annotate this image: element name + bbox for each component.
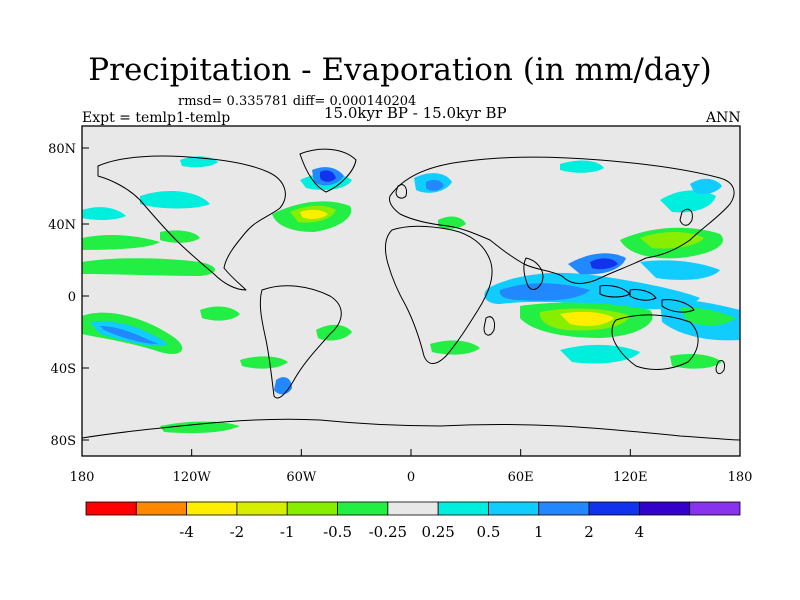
lat-tick-label: 80N [48, 142, 76, 157]
colorbar-swatch [186, 501, 238, 516]
colorbar-label: 1 [534, 523, 544, 541]
longitude-ticks: 180 120W 60W 0 60E 120E 180 [70, 449, 753, 485]
lon-tick-label: 60W [286, 470, 317, 485]
lon-tick-label: 120E [613, 470, 647, 485]
stats-text: rmsd= 0.335781 diff= 0.000140204 [178, 94, 417, 109]
colorbar-swatch [638, 501, 691, 516]
lon-tick-label: 120W [173, 470, 212, 485]
colorbar-swatch [387, 501, 439, 516]
colorbar-label: -0.25 [369, 523, 407, 541]
colorbar-swatch [488, 501, 540, 516]
coastlines [82, 148, 740, 441]
colorbar-swatch [538, 501, 590, 516]
colorbar-label: 0.25 [421, 523, 454, 541]
colorbar-swatch [689, 501, 741, 516]
lon-tick-label: 60E [508, 470, 534, 485]
latitude-ticks: 80N 40N 0 40S 80S [48, 142, 89, 449]
colorbar-swatch [236, 501, 288, 516]
colorbar-swatch [135, 501, 188, 516]
field-contours [82, 156, 740, 434]
colorbar-label: -1 [280, 523, 295, 541]
lat-tick-label: 80S [51, 434, 76, 449]
lon-tick-label: 180 [70, 470, 95, 485]
experiment-label: Expt = temlp1-temlp [82, 110, 231, 126]
chart-title: Precipitation - Evaporation (in mm/day) [88, 52, 712, 88]
colorbar-swatch [85, 501, 137, 516]
period-label: 15.0kyr BP - 15.0kyr BP [324, 104, 507, 122]
season-label: ANN [706, 110, 741, 126]
colorbar-swatch [437, 501, 489, 516]
lon-tick-label: 180 [728, 470, 753, 485]
lon-tick-label: 0 [407, 470, 415, 485]
lat-tick-label: 40N [48, 218, 76, 233]
colorbar: -4 -2 -1 -0.5 -0.25 0.25 0.5 1 2 4 [85, 501, 741, 541]
colorbar-swatch [588, 501, 640, 516]
lat-tick-label: 0 [68, 290, 76, 305]
colorbar-label: -0.5 [323, 523, 352, 541]
lat-tick-label: 40S [51, 362, 76, 377]
colorbar-label: 4 [635, 523, 645, 541]
colorbar-label: -4 [179, 523, 194, 541]
colorbar-swatch [337, 501, 389, 516]
colorbar-label: -2 [230, 523, 245, 541]
colorbar-label: 2 [584, 523, 594, 541]
colorbar-swatch [286, 501, 338, 516]
colorbar-label: 0.5 [477, 523, 501, 541]
